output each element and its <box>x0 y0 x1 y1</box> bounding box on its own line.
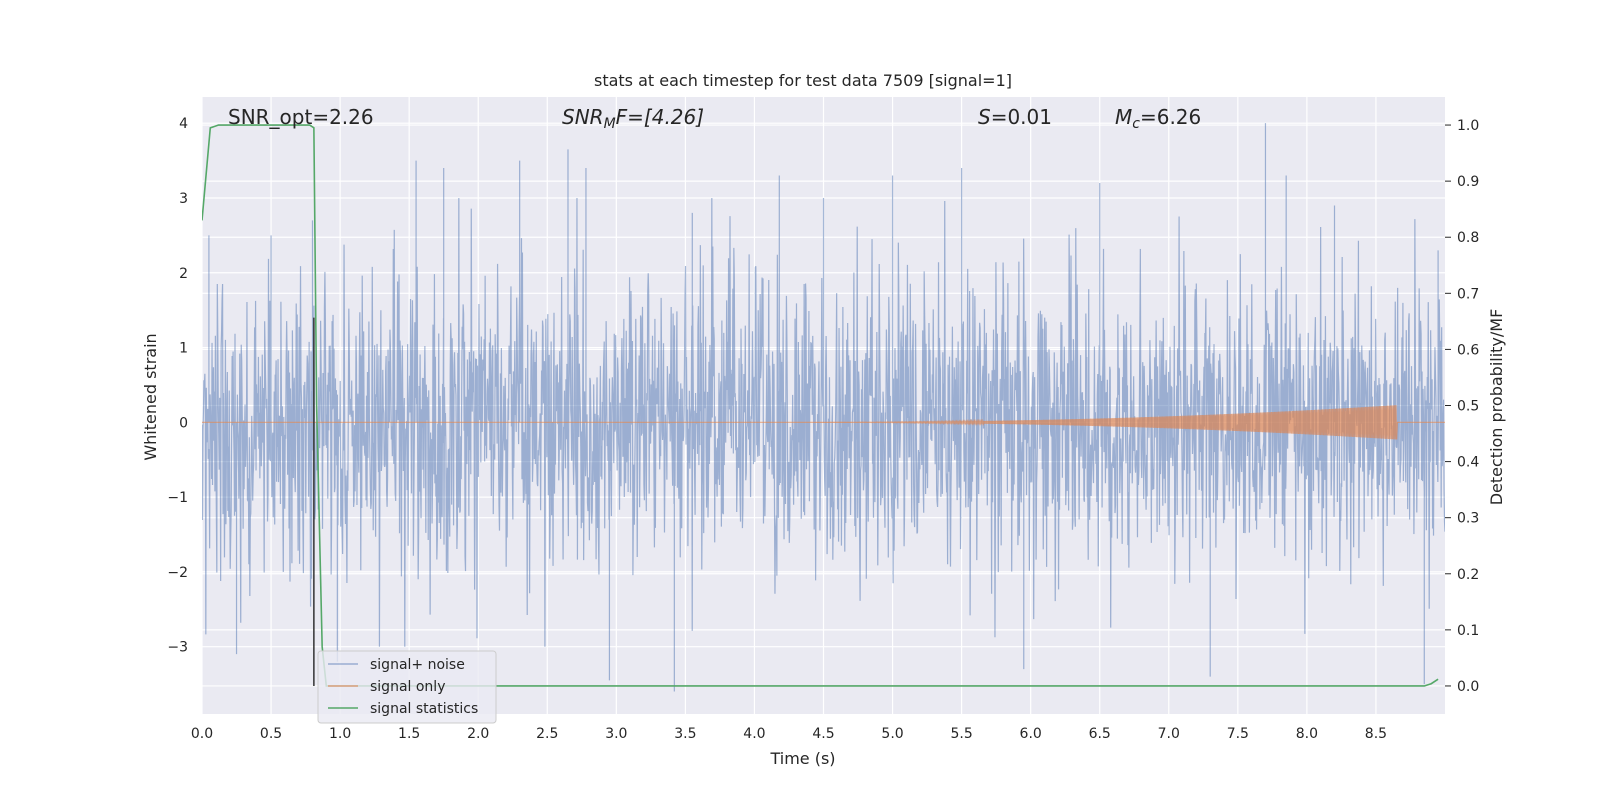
y-right-tick-label: 0.1 <box>1457 623 1479 639</box>
y-tick-label: 4 <box>179 116 188 132</box>
y-tick-label: 2 <box>179 266 188 282</box>
x-tick-label: 5.0 <box>881 726 903 742</box>
y-right-tick-label: 0.6 <box>1457 342 1479 358</box>
y-tick-label: −1 <box>167 490 188 506</box>
x-tick-label: 3.0 <box>605 726 627 742</box>
x-tick-label: 8.5 <box>1365 726 1387 742</box>
x-tick-label: 1.5 <box>398 726 420 742</box>
annotation-snr-mf-sub: M <box>604 116 616 132</box>
x-tick-label: 8.0 <box>1296 726 1318 742</box>
annotation-snr-mf: SNRMF=[4.26] <box>562 105 704 132</box>
y-right-tick-label: 0.2 <box>1457 567 1479 583</box>
y-tick-label: −3 <box>167 640 188 656</box>
series-signal-noise <box>202 123 1445 692</box>
y-right-tick-label: 0.8 <box>1457 230 1479 246</box>
y-right-tick-label: 0.9 <box>1457 174 1479 190</box>
plot-data-region <box>202 123 1445 692</box>
x-tick-label: 7.5 <box>1227 726 1249 742</box>
x-tick-label: 6.0 <box>1020 726 1042 742</box>
x-axis-label: Time (s) <box>769 749 835 768</box>
signal-only-line <box>202 405 1445 440</box>
x-tick-label: 2.0 <box>467 726 489 742</box>
legend: signal+ noise signal only signal statist… <box>317 650 497 724</box>
y-axis-right-label: Detection probability/MF <box>1487 309 1506 506</box>
y-tick-label: −2 <box>167 565 188 581</box>
x-tick-label: 7.0 <box>1158 726 1180 742</box>
x-tick-label: 3.5 <box>674 726 696 742</box>
y-right-tick-label: 0.7 <box>1457 286 1479 302</box>
annotation-mc-sub: c <box>1132 116 1140 132</box>
y-right-tick-label: 1.0 <box>1457 118 1479 134</box>
y-right-tick-label: 0.0 <box>1457 679 1479 695</box>
y-axis-ticks: −3 −2 −1 0 1 2 3 4 <box>167 116 188 656</box>
x-tick-label: 0.5 <box>260 726 282 742</box>
x-axis-ticks: 0.0 0.5 1.0 1.5 2.0 2.5 3.0 3.5 4.0 4.5 5.0 5.5 6.0 6… <box>191 726 1387 742</box>
x-tick-label: 5.5 <box>950 726 972 742</box>
x-tick-label: 4.5 <box>812 726 834 742</box>
annotation-mc-value: =6.26 <box>1140 105 1201 129</box>
legend-label-signal-only: signal only <box>370 679 445 695</box>
annotation-s: S=0.01 <box>978 105 1052 129</box>
legend-box <box>317 650 497 724</box>
annotation-mc: Mc=6.26 <box>1115 105 1201 132</box>
signal-statistics-line <box>202 124 1439 687</box>
y-tick-label: 0 <box>179 415 188 431</box>
y-tick-label: 1 <box>179 341 188 357</box>
legend-label-signal-statistics: signal statistics <box>370 701 478 717</box>
legend-label-signal-noise: signal+ noise <box>370 657 465 673</box>
series-signal-statistics <box>202 124 1439 687</box>
annotation-snr-opt: SNR_opt=2.26 <box>228 105 374 129</box>
y-tick-label: 3 <box>179 191 188 207</box>
y-axis-label: Whitened strain <box>141 333 160 460</box>
x-tick-label: 4.0 <box>743 726 765 742</box>
y-right-tick-label: 0.4 <box>1457 455 1479 471</box>
x-tick-label: 1.0 <box>329 726 351 742</box>
x-tick-label: 6.5 <box>1089 726 1111 742</box>
annotation-snr-mf-label: SNR <box>562 105 604 129</box>
x-tick-label: 2.5 <box>536 726 558 742</box>
annotation-s-value: =0.01 <box>991 105 1052 129</box>
chart-title: stats at each timestep for test data 750… <box>594 71 1012 90</box>
x-tick-label: 0.0 <box>191 726 213 742</box>
series-signal-only <box>202 405 1445 440</box>
y-right-tick-label: 0.5 <box>1457 399 1479 415</box>
annotation-snr-mf-value: F=[4.26] <box>616 105 704 129</box>
annotation-mc-label: M <box>1115 105 1132 129</box>
y-axis-right-ticks: 0.0 0.1 0.2 0.3 0.4 0.5 0.6 0.7 0.8 0.9 1.0 <box>1445 118 1479 695</box>
annotation-s-label: S <box>978 105 991 129</box>
y-right-tick-label: 0.3 <box>1457 511 1479 527</box>
signal-noise-line <box>202 123 1445 692</box>
